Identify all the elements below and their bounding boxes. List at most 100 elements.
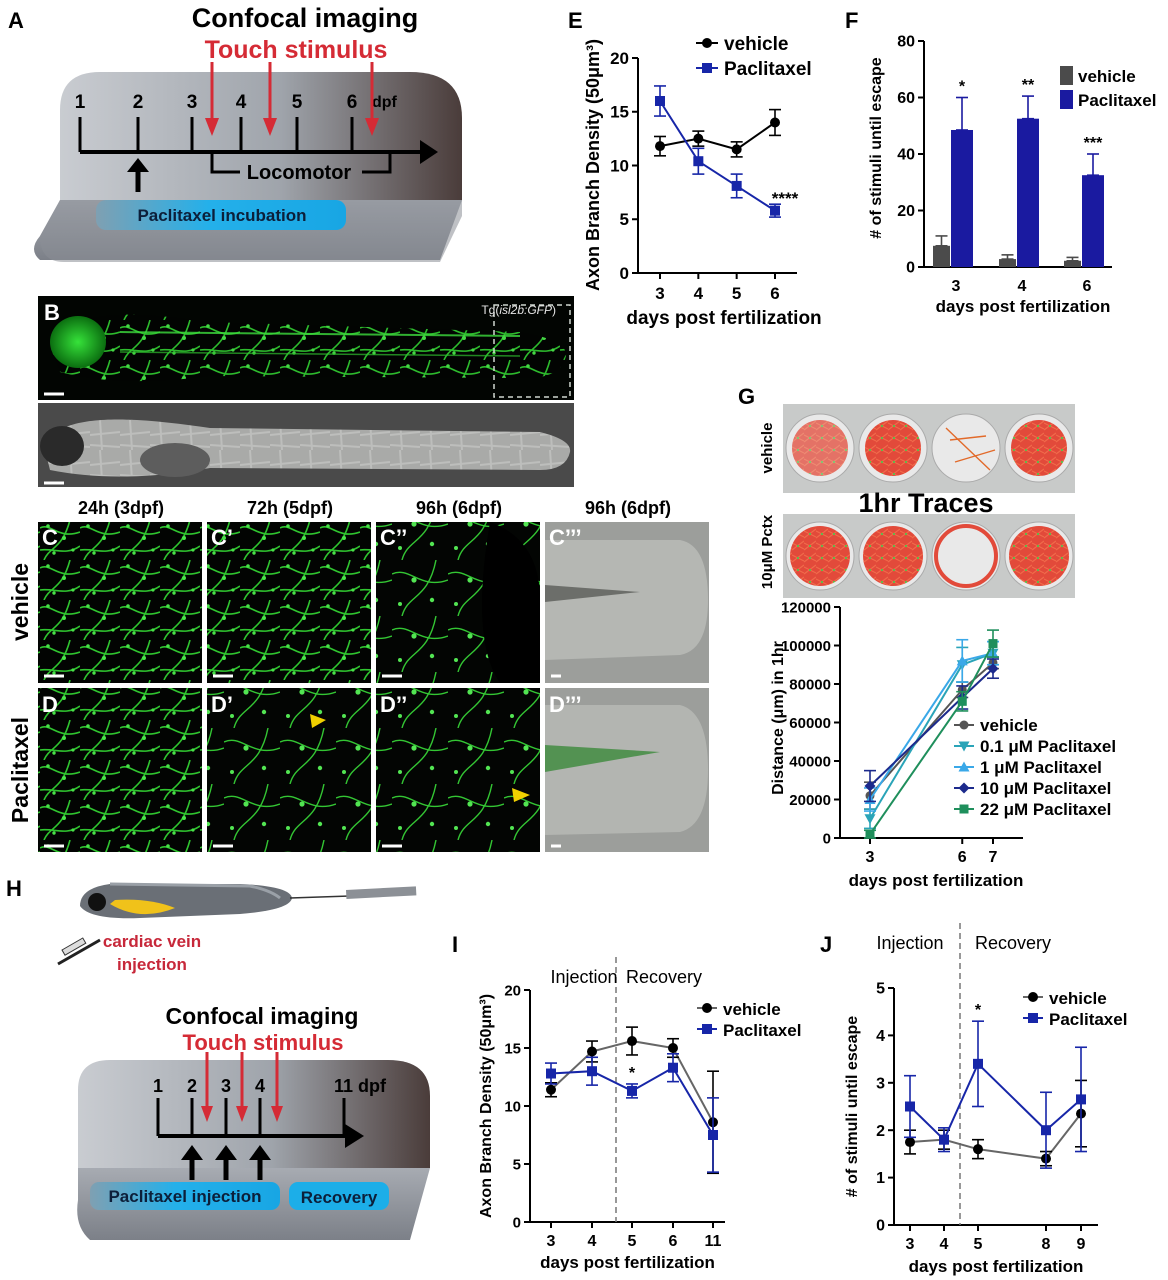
x-axis-title: days post fertilization — [849, 871, 1024, 890]
legend-label: vehicle — [1078, 67, 1136, 86]
timeline-ticks-h — [156, 1098, 346, 1136]
tile-letter: C’’ — [380, 525, 407, 550]
data-point — [731, 180, 742, 191]
data-point — [702, 63, 712, 73]
data-point — [959, 804, 969, 814]
data-point — [702, 1003, 712, 1013]
data-point — [1028, 992, 1038, 1002]
legend-swatch — [1060, 90, 1073, 109]
panel-letter-b: B — [44, 300, 60, 325]
data-point — [1041, 1125, 1051, 1136]
panel-letter-h: H — [6, 876, 22, 901]
tile-letter: C — [42, 525, 58, 550]
chart-i: 0 5 10 15 20 3 4 5 6 11 Injection Recovery days post… — [478, 957, 801, 1272]
panel-h-title-confocal: Confocal imaging — [166, 1003, 359, 1029]
tile-letter: C’’’ — [549, 525, 582, 550]
data-point — [1076, 1094, 1086, 1105]
y-tick-label: 20 — [610, 49, 629, 68]
micrograph-c-prime — [207, 522, 371, 683]
larva-illustration — [57, 882, 417, 966]
chart-g: 0 20000 40000 60000 80000 100000 120000 3 6 7 days… — [770, 599, 1116, 890]
legend-label: vehicle — [724, 34, 788, 55]
x-tick-label: 6 — [958, 849, 967, 866]
x-tick-label: 8 — [1042, 1236, 1051, 1253]
series-line — [869, 643, 994, 835]
recovery-box-label: Recovery — [301, 1188, 378, 1207]
x-tick-label: 3 — [952, 278, 961, 295]
x-tick-label: 3 — [655, 284, 664, 303]
tile-letter: D’’ — [380, 692, 407, 717]
significance-label: *** — [1084, 135, 1103, 152]
x-tick-label: 4 — [588, 1233, 597, 1250]
y-tick-label: 60000 — [789, 715, 831, 732]
y-tick-label: 20 — [897, 203, 915, 220]
recovery-box — [289, 1182, 389, 1210]
data-point — [702, 1024, 712, 1034]
data-point — [939, 1134, 949, 1145]
phase-label: Injection — [550, 967, 617, 987]
x-tick-label: 4 — [1018, 278, 1027, 295]
y-tick-label: 5 — [876, 981, 885, 998]
y-tick-label: 40000 — [789, 753, 831, 770]
phase-label: Recovery — [626, 967, 702, 987]
day-label: 6 — [347, 92, 358, 113]
tile-letters: C C’ C’’ C’’’ D D’ D’’ D’’’ — [42, 525, 582, 717]
incubation-label: Paclitaxel incubation — [137, 206, 306, 225]
data-point — [957, 696, 967, 706]
panel-a: A Confocal imaging Touch stimulus 1 2 3 … — [8, 3, 462, 262]
legend-swatch — [1060, 66, 1073, 85]
y-axis-title: # of stimuli until escape — [844, 1016, 861, 1197]
data-point — [731, 144, 742, 155]
day-label: 5 — [292, 92, 303, 113]
panel-letter-e: E — [568, 8, 583, 33]
y-axis-title: Axon Branch Density (50μm³) — [478, 994, 495, 1218]
data-point — [958, 741, 970, 752]
locomotor-label: Locomotor — [247, 162, 352, 184]
x-tick-label: 9 — [1077, 1236, 1086, 1253]
legend-label: vehicle — [980, 716, 1038, 735]
panel-letter-g: G — [738, 384, 755, 409]
significance-label: * — [959, 79, 966, 96]
injection-arrows — [181, 1145, 271, 1180]
significance-label: **** — [772, 189, 799, 208]
data-point — [958, 761, 970, 772]
significance-label: ** — [1022, 77, 1035, 94]
y-tick-label: 10 — [504, 1098, 521, 1115]
column-header: 96h (6dpf) — [585, 498, 671, 518]
g-row-label-vehicle: vehicle — [759, 423, 776, 474]
data-point — [708, 1130, 718, 1140]
x-tick-label: 3 — [547, 1233, 556, 1250]
y-tick-label: 20000 — [789, 792, 831, 809]
micrograph-d-double-prime — [376, 688, 540, 852]
y-tick-label: 40 — [897, 147, 915, 164]
dpf-label: dpf — [372, 94, 398, 111]
injection-label-2: injection — [117, 955, 187, 974]
y-tick-label: 20 — [504, 982, 521, 999]
row-label-paclitaxel: Paclitaxel — [7, 717, 33, 823]
x-axis-title: days post fertilization — [909, 1257, 1084, 1276]
phase-label: Recovery — [975, 933, 1051, 953]
day-label: 2 — [133, 92, 144, 113]
chart-j: 0 1 2 3 4 5 3 4 5 8 9 Injection Recovery days post fe… — [844, 923, 1127, 1276]
data-point — [864, 780, 876, 792]
bar — [933, 245, 950, 267]
data-point — [702, 38, 712, 48]
x-tick-label: 6 — [669, 1233, 678, 1250]
data-point — [987, 663, 999, 675]
data-point — [770, 117, 780, 128]
y-tick-label: 80000 — [789, 676, 831, 693]
y-axis-title: Axon Branch Density (50μm³) — [583, 39, 603, 291]
y-tick-label: 0 — [620, 264, 629, 283]
bar — [1064, 260, 1081, 267]
y-tick-label: 0 — [876, 1218, 885, 1235]
y-axis-title: # of stimuli until escape — [868, 57, 885, 238]
panel-a-title-touch: Touch stimulus — [205, 36, 388, 64]
data-point — [546, 1084, 556, 1095]
transgene-label: Tg(isl2b:GFP) — [481, 303, 556, 317]
data-point — [865, 829, 875, 839]
series-line — [659, 121, 776, 151]
locomotor-bracket — [210, 152, 392, 174]
day-label: 3 — [221, 1076, 231, 1096]
